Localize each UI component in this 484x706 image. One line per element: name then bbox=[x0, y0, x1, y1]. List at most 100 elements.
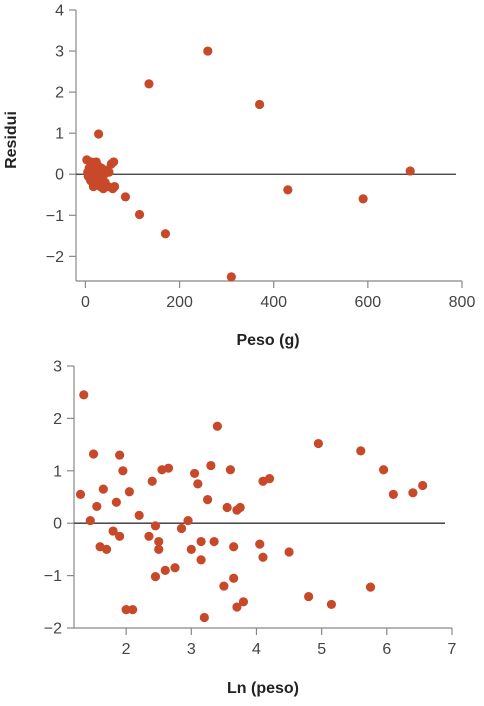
data-point bbox=[226, 272, 236, 282]
data-point bbox=[196, 536, 206, 547]
data-point bbox=[225, 465, 236, 475]
data-point bbox=[88, 449, 99, 459]
y-tick-label: 1 bbox=[55, 126, 64, 143]
x-tick-label: 800 bbox=[449, 294, 476, 311]
data-point bbox=[154, 544, 164, 555]
data-point bbox=[238, 597, 249, 607]
data-point bbox=[388, 489, 398, 499]
y-tick-label: 0 bbox=[53, 516, 62, 533]
data-point bbox=[134, 510, 144, 520]
data-point bbox=[124, 487, 134, 497]
data-point bbox=[104, 167, 114, 177]
data-point bbox=[110, 181, 120, 192]
data-point bbox=[134, 209, 145, 220]
data-point bbox=[405, 166, 415, 176]
y-tick-label: 3 bbox=[55, 44, 64, 61]
data-point bbox=[75, 489, 86, 499]
y-tick-label: −2 bbox=[46, 249, 64, 266]
data-point bbox=[196, 555, 206, 565]
data-point bbox=[212, 421, 222, 431]
data-point bbox=[313, 438, 323, 449]
x-tick-label: 5 bbox=[317, 641, 326, 658]
panel-1-xlabel: Peso (g) bbox=[236, 332, 299, 349]
data-point bbox=[163, 463, 174, 473]
data-point bbox=[115, 450, 125, 460]
panel-2-xlabel: Ln (peso) bbox=[227, 680, 299, 697]
data-point bbox=[418, 480, 428, 491]
data-point bbox=[150, 572, 161, 582]
residuals-vs-ln-weight-panel: −2 −1 0 1 2 3 2 3 4 5 6 7 bbox=[44, 359, 457, 659]
data-point bbox=[304, 591, 314, 602]
data-point bbox=[120, 192, 131, 202]
data-point bbox=[258, 552, 268, 562]
data-point bbox=[365, 582, 376, 592]
x-tick-label: 6 bbox=[382, 641, 391, 658]
data-point bbox=[264, 474, 275, 484]
data-point bbox=[206, 460, 216, 471]
x-tick-label: 2 bbox=[122, 641, 131, 658]
data-point bbox=[98, 484, 108, 494]
y-tick-label: 3 bbox=[53, 359, 62, 376]
data-point bbox=[144, 79, 154, 89]
y-tick-label: −1 bbox=[44, 568, 62, 585]
data-point bbox=[186, 544, 196, 555]
data-point bbox=[150, 521, 161, 531]
y-tick-label: 1 bbox=[53, 463, 62, 480]
data-point bbox=[284, 547, 294, 557]
y-tick-label: 2 bbox=[55, 85, 64, 102]
data-point bbox=[232, 602, 242, 612]
y-tick-label: −1 bbox=[46, 208, 64, 225]
y-tick-label: −2 bbox=[44, 621, 62, 638]
data-point bbox=[189, 468, 200, 479]
panel-1-ylabel: Residui bbox=[3, 111, 20, 169]
x-tick-label: 3 bbox=[187, 641, 196, 658]
data-point bbox=[235, 502, 245, 513]
data-point bbox=[358, 194, 368, 204]
data-point bbox=[209, 536, 219, 547]
data-point bbox=[128, 605, 138, 615]
data-point bbox=[408, 488, 418, 498]
x-tick-label: 7 bbox=[448, 641, 457, 658]
data-point bbox=[219, 581, 229, 591]
y-tick-label: 2 bbox=[53, 411, 62, 428]
data-point bbox=[229, 542, 239, 552]
data-point bbox=[144, 531, 154, 541]
data-point bbox=[203, 46, 213, 56]
data-point bbox=[183, 515, 193, 526]
data-point bbox=[193, 479, 203, 489]
data-point bbox=[378, 465, 389, 475]
data-point bbox=[118, 466, 128, 476]
data-point bbox=[199, 612, 209, 623]
data-point bbox=[203, 495, 213, 505]
x-tick-label: 400 bbox=[260, 294, 287, 311]
data-point bbox=[160, 565, 170, 575]
data-point bbox=[92, 501, 102, 512]
data-point bbox=[79, 390, 89, 400]
data-point bbox=[93, 129, 104, 139]
data-point bbox=[170, 563, 180, 573]
data-point bbox=[255, 539, 265, 549]
y-tick-label: 0 bbox=[55, 167, 64, 184]
data-point bbox=[356, 446, 366, 456]
data-point bbox=[160, 229, 171, 239]
data-point bbox=[229, 573, 239, 583]
data-point bbox=[85, 515, 95, 526]
data-point bbox=[154, 536, 164, 547]
data-point bbox=[176, 523, 187, 534]
x-tick-label: 200 bbox=[166, 294, 193, 311]
data-point bbox=[222, 502, 232, 513]
data-point bbox=[254, 99, 265, 110]
data-point bbox=[111, 497, 121, 507]
data-point bbox=[121, 605, 131, 615]
data-point bbox=[108, 526, 118, 536]
x-tick-label: 600 bbox=[355, 294, 382, 311]
data-point bbox=[109, 157, 119, 167]
data-point bbox=[283, 185, 293, 195]
y-tick-label: 4 bbox=[55, 3, 64, 20]
data-point bbox=[115, 531, 125, 541]
residuals-vs-weight-panel: −2 −1 0 1 2 3 4 0 200 400 600 800 bbox=[46, 3, 476, 312]
data-point bbox=[326, 599, 337, 610]
x-tick-label: 0 bbox=[81, 294, 90, 311]
x-tick-label: 4 bbox=[252, 641, 261, 658]
